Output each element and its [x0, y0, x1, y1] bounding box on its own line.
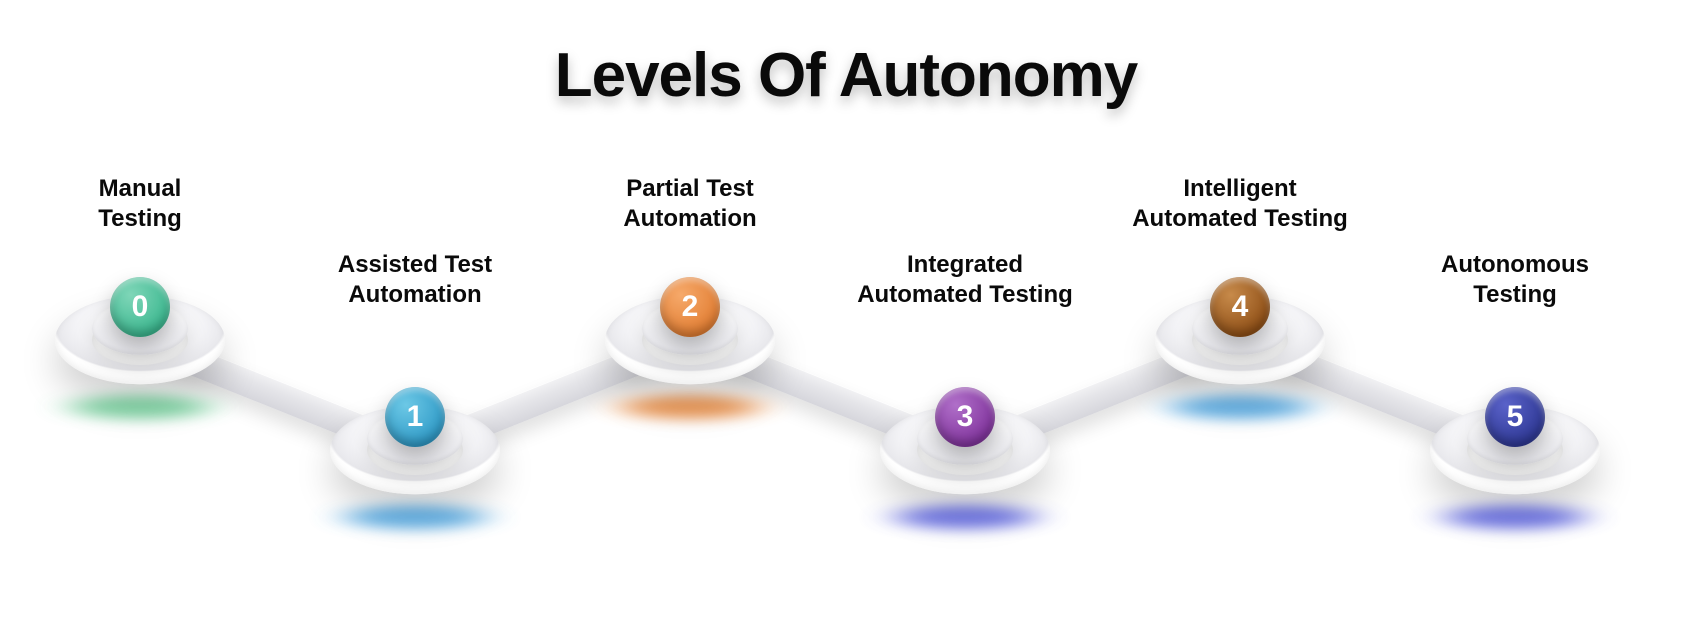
level-label-1: Assisted TestAutomation — [285, 250, 545, 310]
level-node-2: 2 — [600, 250, 780, 430]
label-line: Testing — [1385, 280, 1645, 310]
level-node-0: 0 — [50, 250, 230, 430]
level-label-0: ManualTesting — [10, 174, 270, 234]
page-title: Levels Of Autonomy — [555, 40, 1138, 111]
node-glow — [895, 505, 1035, 530]
node-glow — [620, 395, 760, 420]
node-glow — [345, 505, 485, 530]
label-line: Intelligent — [1110, 174, 1370, 204]
level-node-5: 5 — [1425, 360, 1605, 540]
node-glow — [1445, 505, 1585, 530]
level-label-3: IntegratedAutomated Testing — [835, 250, 1095, 310]
node-glow — [70, 395, 210, 420]
level-badge-3: 3 — [935, 387, 995, 447]
diagram-stage: 0ManualTesting1Assisted TestAutomation2P… — [0, 160, 1692, 600]
label-line: Automation — [560, 204, 820, 234]
label-line: Autonomous — [1385, 250, 1645, 280]
level-label-5: AutonomousTesting — [1385, 250, 1645, 310]
label-line: Integrated — [835, 250, 1095, 280]
level-label-4: IntelligentAutomated Testing — [1110, 174, 1370, 234]
level-node-3: 3 — [875, 360, 1055, 540]
label-line: Automated Testing — [1110, 204, 1370, 234]
level-node-4: 4 — [1150, 250, 1330, 430]
label-line: Assisted Test — [285, 250, 545, 280]
level-badge-1: 1 — [385, 387, 445, 447]
label-line: Automated Testing — [835, 280, 1095, 310]
level-badge-2: 2 — [660, 277, 720, 337]
level-badge-5: 5 — [1485, 387, 1545, 447]
level-node-1: 1 — [325, 360, 505, 540]
label-line: Automation — [285, 280, 545, 310]
label-line: Manual — [10, 174, 270, 204]
level-badge-0: 0 — [110, 277, 170, 337]
level-badge-4: 4 — [1210, 277, 1270, 337]
node-glow — [1170, 395, 1310, 420]
level-label-2: Partial TestAutomation — [560, 174, 820, 234]
label-line: Partial Test — [560, 174, 820, 204]
label-line: Testing — [10, 204, 270, 234]
